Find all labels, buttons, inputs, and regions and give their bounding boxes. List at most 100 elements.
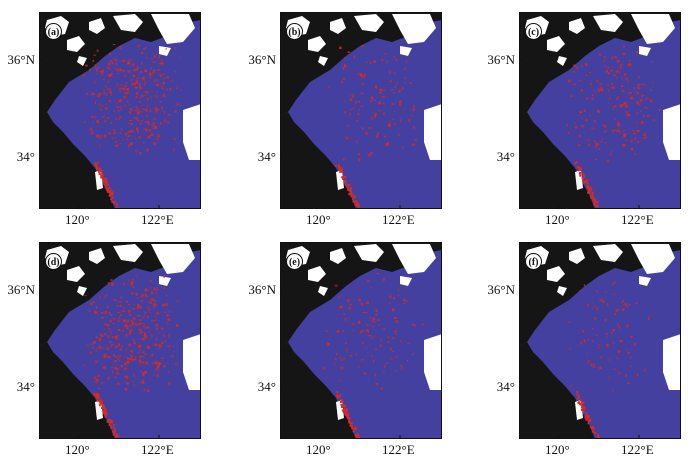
cloud-patch (557, 56, 567, 66)
cloud-patch (354, 244, 384, 262)
cloud-patch (318, 286, 328, 296)
map-panel: (c) (519, 12, 681, 209)
latitude-tick-label: 34° (16, 149, 35, 164)
land-west (519, 112, 595, 209)
longitude-tick-label: 122°E (141, 442, 174, 457)
cloud-patch (330, 248, 346, 264)
longitude-tick-label: 122°E (382, 212, 415, 227)
latitude-tick-label: 34° (257, 149, 276, 164)
cloud-patch (639, 276, 651, 286)
cloud-patch (336, 170, 344, 190)
longitude-tick-label: 122°E (621, 442, 654, 457)
panel-label: (c) (525, 23, 542, 40)
latitude-tick-label: 34° (16, 379, 35, 394)
land-west (39, 112, 115, 209)
panel-label: (a) (45, 23, 62, 40)
longitude-tick-label: 120° (65, 442, 90, 457)
anomaly-pixels (566, 45, 661, 208)
longitude-tick-label: 122°E (141, 212, 174, 227)
latitude-tick-label: 36°N (7, 52, 35, 67)
cloud-patch (89, 18, 105, 34)
map-frame (519, 242, 681, 439)
cloud-patch (424, 104, 442, 160)
satellite-map (280, 242, 442, 439)
anomaly-pixels (83, 274, 179, 439)
longitude-tick-label: 122°E (382, 442, 415, 457)
latitude-tick-label: 36°N (7, 282, 35, 297)
panel-label: (b) (286, 23, 303, 40)
map-frame (39, 242, 201, 439)
cloud-patch (308, 36, 326, 52)
latitude-tick-label: 34° (496, 379, 515, 394)
map-panel: (d) (39, 242, 201, 439)
latitude-tick-label: 36°N (487, 52, 515, 67)
latitude-tick-label: 36°N (248, 52, 276, 67)
satellite-map (280, 12, 442, 209)
cloud-patch (547, 36, 565, 52)
cloud-patch (151, 244, 195, 274)
cloud-patch (354, 14, 384, 32)
cloud-patch (400, 46, 412, 56)
land-west (280, 342, 356, 439)
map-panel: (f) (519, 242, 681, 439)
panel-label: (f) (525, 253, 542, 270)
map-panel: (e) (280, 242, 442, 439)
cloud-patch (151, 14, 195, 44)
cloud-patch (631, 14, 675, 44)
satellite-map (519, 12, 681, 209)
latitude-tick-label: 36°N (487, 282, 515, 297)
panel-label: (e) (286, 253, 303, 270)
cloud-patch (318, 56, 328, 66)
panel-label: (d) (45, 253, 62, 270)
cloud-patch (663, 334, 681, 390)
anomaly-pixels (328, 45, 417, 209)
map-panel: (a) (39, 12, 201, 209)
cloud-patch (183, 104, 201, 160)
cloud-patch (113, 244, 143, 262)
cloud-patch (183, 334, 201, 390)
cloud-patch (631, 244, 675, 274)
cloud-patch (593, 14, 623, 32)
satellite-map (39, 242, 201, 439)
cloud-patch (159, 46, 171, 56)
cloud-patch (113, 14, 143, 32)
cloud-patch (77, 286, 87, 296)
cloud-patch (569, 248, 585, 264)
map-frame (519, 12, 681, 209)
satellite-map (519, 242, 681, 439)
longitude-tick-label: 120° (65, 212, 90, 227)
cloud-patch (330, 18, 346, 34)
cloud-patch (89, 248, 105, 264)
cloud-patch (159, 276, 171, 286)
longitude-tick-label: 122°E (621, 212, 654, 227)
map-frame (39, 12, 201, 209)
longitude-tick-label: 120° (545, 212, 570, 227)
cloud-patch (67, 266, 85, 282)
cloud-patch (569, 18, 585, 34)
anomaly-pixels (322, 272, 425, 439)
cloud-patch (392, 14, 436, 44)
cloud-patch (547, 266, 565, 282)
cloud-patch (95, 400, 103, 420)
cloud-patch (593, 244, 623, 262)
cloud-patch (663, 104, 681, 160)
longitude-tick-label: 120° (306, 212, 331, 227)
cloud-patch (67, 36, 85, 52)
cloud-patch (392, 244, 436, 274)
cloud-patch (557, 286, 567, 296)
cloud-patch (639, 46, 651, 56)
longitude-tick-label: 120° (306, 442, 331, 457)
satellite-map (39, 12, 201, 209)
land-west (519, 342, 595, 439)
latitude-tick-label: 34° (496, 149, 515, 164)
map-panel: (b) (280, 12, 442, 209)
map-frame (280, 242, 442, 439)
anomaly-pixels (82, 44, 182, 209)
latitude-tick-label: 34° (257, 379, 276, 394)
cloud-patch (77, 56, 87, 66)
cloud-patch (308, 266, 326, 282)
cloud-patch (424, 334, 442, 390)
longitude-tick-label: 120° (545, 442, 570, 457)
land-west (280, 112, 356, 209)
latitude-tick-label: 36°N (248, 282, 276, 297)
